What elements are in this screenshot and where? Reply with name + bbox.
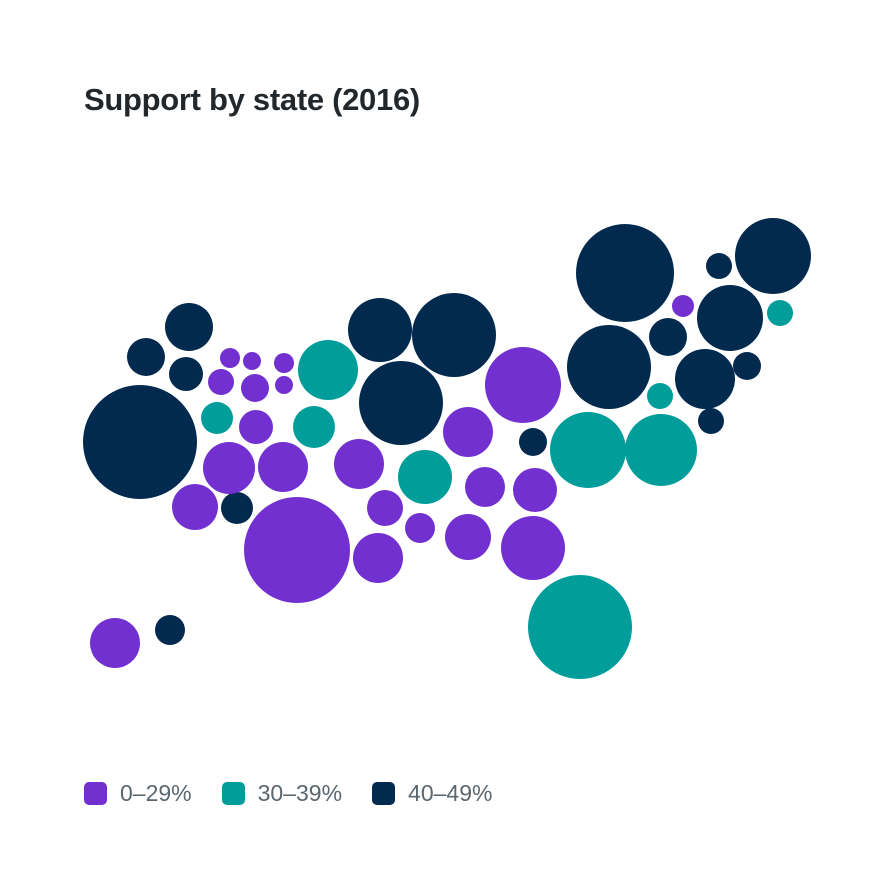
state-bubble bbox=[348, 298, 412, 362]
state-bubble bbox=[334, 439, 384, 489]
state-bubble bbox=[767, 300, 793, 326]
state-bubble bbox=[274, 353, 294, 373]
state-bubble bbox=[127, 338, 165, 376]
state-bubble bbox=[706, 253, 732, 279]
state-bubble bbox=[293, 406, 335, 448]
state-bubble bbox=[528, 575, 632, 679]
state-bubble bbox=[398, 450, 452, 504]
state-bubble bbox=[165, 303, 213, 351]
state-bubble bbox=[698, 408, 724, 434]
state-bubble bbox=[405, 513, 435, 543]
state-bubble bbox=[201, 402, 233, 434]
state-bubble bbox=[733, 352, 761, 380]
state-bubble bbox=[258, 442, 308, 492]
state-bubble bbox=[567, 325, 651, 409]
legend-label: 40–49% bbox=[408, 780, 493, 806]
state-bubble bbox=[275, 376, 293, 394]
state-bubble bbox=[735, 218, 811, 294]
state-bubble bbox=[647, 383, 673, 409]
state-bubble bbox=[90, 618, 140, 668]
state-bubble bbox=[465, 467, 505, 507]
state-bubble bbox=[220, 348, 240, 368]
state-bubble bbox=[203, 442, 255, 494]
state-bubble bbox=[208, 369, 234, 395]
legend-swatch-teal bbox=[221, 782, 245, 805]
legend-item-30-39: 30–39% bbox=[221, 780, 343, 806]
legend-swatch-navy bbox=[372, 782, 396, 805]
state-bubble bbox=[513, 468, 557, 512]
state-bubble bbox=[155, 615, 185, 645]
state-bubble bbox=[519, 428, 547, 456]
state-bubble bbox=[172, 484, 218, 530]
state-bubble bbox=[649, 318, 687, 356]
state-bubble bbox=[359, 361, 443, 445]
state-bubble bbox=[239, 410, 273, 444]
state-bubble bbox=[83, 385, 197, 499]
state-bubble bbox=[244, 497, 350, 603]
legend-swatch-purple bbox=[84, 782, 107, 805]
legend-item-40-49: 40–49% bbox=[372, 782, 492, 805]
state-bubble bbox=[298, 340, 358, 400]
state-bubble bbox=[550, 412, 626, 488]
state-bubble bbox=[221, 492, 253, 524]
state-bubble bbox=[367, 490, 403, 526]
state-bubble bbox=[169, 357, 203, 391]
state-bubble bbox=[675, 349, 735, 409]
chart-title: Support by state (2016) bbox=[84, 82, 420, 117]
state-bubble bbox=[443, 407, 493, 457]
legend-label: 30–39% bbox=[257, 780, 343, 806]
state-bubble bbox=[625, 414, 697, 486]
state-bubble bbox=[243, 352, 261, 370]
state-bubble bbox=[576, 224, 674, 322]
state-bubble bbox=[445, 514, 491, 560]
state-bubble bbox=[672, 295, 694, 317]
state-bubble bbox=[485, 347, 561, 423]
legend: 0–29% 30–39% 40–49% bbox=[84, 782, 492, 805]
legend-label: 0–29% bbox=[120, 780, 192, 806]
legend-item-0-29: 0–29% bbox=[84, 782, 192, 805]
state-bubble bbox=[241, 374, 269, 402]
state-bubble bbox=[353, 533, 403, 583]
state-bubble bbox=[412, 293, 496, 377]
state-bubble bbox=[501, 516, 565, 580]
state-bubble bbox=[697, 285, 763, 351]
